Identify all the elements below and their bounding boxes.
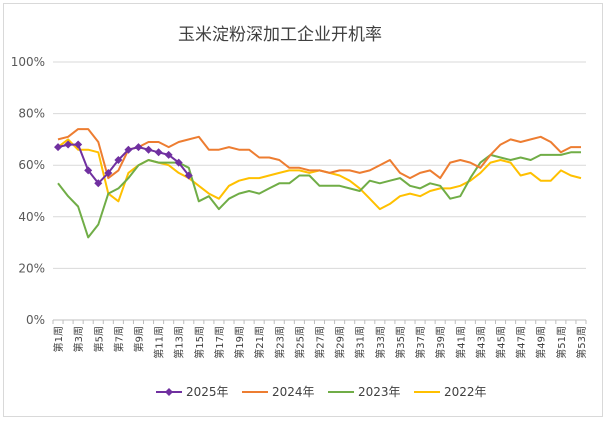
data-point-2025 bbox=[174, 158, 183, 167]
legend-marker bbox=[165, 388, 173, 396]
y-tick-label: 40% bbox=[18, 210, 45, 224]
data-point-2025 bbox=[154, 148, 163, 157]
x-tick-label: 第3周 bbox=[72, 326, 85, 352]
x-tick-label: 第45周 bbox=[495, 326, 508, 359]
x-tick-label: 第9周 bbox=[132, 326, 145, 352]
data-point-2025 bbox=[164, 150, 173, 159]
x-tick-label: 第15周 bbox=[193, 326, 206, 359]
data-point-2025 bbox=[184, 171, 193, 180]
data-point-2025 bbox=[134, 143, 143, 152]
series-group bbox=[54, 128, 582, 239]
data-point-2025 bbox=[104, 168, 113, 177]
legend-label-2024: 2024年 bbox=[272, 385, 315, 399]
x-tick-label: 第7周 bbox=[112, 326, 125, 352]
x-tick-label: 第27周 bbox=[314, 326, 327, 359]
data-point-2025 bbox=[54, 143, 63, 152]
data-point-2025 bbox=[124, 145, 133, 154]
x-tick-label: 第13周 bbox=[173, 326, 186, 359]
chart-title: 玉米淀粉深加工企业开机率 bbox=[178, 25, 382, 45]
x-tick-label: 第11周 bbox=[153, 326, 166, 359]
series-line-2024 bbox=[57, 128, 581, 180]
x-tick-label: 第23周 bbox=[273, 326, 286, 359]
x-tick-label: 第21周 bbox=[253, 326, 266, 359]
x-tick-label: 第29周 bbox=[334, 326, 347, 359]
x-tick-label: 第17周 bbox=[213, 326, 226, 359]
legend-label-2023: 2023年 bbox=[358, 385, 401, 399]
legend-label-2025: 2025年 bbox=[186, 385, 229, 399]
x-tick-label: 第47周 bbox=[515, 326, 528, 359]
x-tick-label: 第37周 bbox=[414, 326, 427, 359]
legend-label-2022: 2022年 bbox=[444, 385, 487, 399]
x-axis: 第1周 第3周 第5周 第7周 第9周 第11周 第13周 第15周 第17周 第19周 第21周第… bbox=[52, 320, 588, 359]
series-line-2022 bbox=[57, 138, 582, 211]
x-tick-label: 第1周 bbox=[52, 326, 65, 352]
x-tick-label: 第25周 bbox=[293, 326, 306, 359]
data-point-2025 bbox=[114, 156, 123, 165]
y-tick-label: 20% bbox=[18, 261, 45, 275]
data-point-2025 bbox=[144, 145, 153, 154]
x-tick-label: 第49周 bbox=[535, 326, 548, 359]
data-point-2025 bbox=[94, 179, 103, 188]
x-tick-label: 第43周 bbox=[474, 326, 487, 359]
data-point-2025 bbox=[84, 166, 93, 175]
x-tick-label: 第33周 bbox=[374, 326, 387, 359]
y-tick-label: 80% bbox=[18, 107, 45, 121]
x-tick-label: 第5周 bbox=[92, 326, 105, 352]
y-tick-label: 100% bbox=[11, 55, 45, 69]
legend: 2025年 2024年 2023年 2022年 bbox=[156, 385, 487, 399]
y-axis-ticks: 0% 20% 40% 60% 80% 100% bbox=[11, 55, 45, 327]
x-tick-label: 第19周 bbox=[233, 326, 246, 359]
x-tick-label: 第35周 bbox=[394, 326, 407, 359]
x-tick-label: 第51周 bbox=[555, 326, 568, 359]
series-line-2023 bbox=[57, 151, 581, 239]
x-tick-label: 第31周 bbox=[354, 326, 367, 359]
x-tick-label: 第41周 bbox=[454, 326, 467, 359]
y-tick-label: 0% bbox=[26, 313, 45, 327]
x-tick-label: 第53周 bbox=[575, 326, 588, 359]
x-tick-label: 第39周 bbox=[434, 326, 447, 359]
data-point-2025 bbox=[74, 140, 83, 149]
y-tick-label: 60% bbox=[18, 158, 45, 172]
data-point-2025 bbox=[64, 140, 73, 149]
gridlines bbox=[53, 61, 586, 321]
